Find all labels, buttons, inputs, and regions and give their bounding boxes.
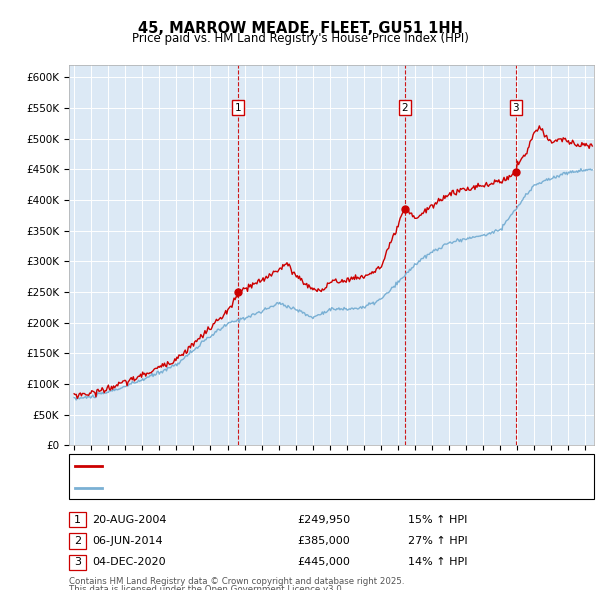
Text: 06-JUN-2014: 06-JUN-2014 xyxy=(92,536,163,546)
Text: HPI: Average price, semi-detached house, Hart: HPI: Average price, semi-detached house,… xyxy=(108,483,352,493)
Text: 27% ↑ HPI: 27% ↑ HPI xyxy=(408,536,467,546)
Text: Contains HM Land Registry data © Crown copyright and database right 2025.: Contains HM Land Registry data © Crown c… xyxy=(69,577,404,586)
Text: 20-AUG-2004: 20-AUG-2004 xyxy=(92,515,166,525)
Text: 2: 2 xyxy=(74,536,81,546)
Text: 2: 2 xyxy=(401,103,408,113)
Text: 3: 3 xyxy=(74,558,81,567)
Text: £385,000: £385,000 xyxy=(297,536,350,546)
Text: £249,950: £249,950 xyxy=(297,515,350,525)
Text: 3: 3 xyxy=(512,103,519,113)
Text: This data is licensed under the Open Government Licence v3.0.: This data is licensed under the Open Gov… xyxy=(69,585,344,590)
Text: 04-DEC-2020: 04-DEC-2020 xyxy=(92,558,166,567)
Text: 45, MARROW MEADE, FLEET, GU51 1HH: 45, MARROW MEADE, FLEET, GU51 1HH xyxy=(137,21,463,35)
Text: 45, MARROW MEADE, FLEET, GU51 1HH (semi-detached house): 45, MARROW MEADE, FLEET, GU51 1HH (semi-… xyxy=(108,461,439,471)
Text: Price paid vs. HM Land Registry's House Price Index (HPI): Price paid vs. HM Land Registry's House … xyxy=(131,32,469,45)
Text: 14% ↑ HPI: 14% ↑ HPI xyxy=(408,558,467,567)
Text: £445,000: £445,000 xyxy=(297,558,350,567)
Text: 1: 1 xyxy=(235,103,241,113)
Text: 1: 1 xyxy=(74,515,81,525)
Text: 15% ↑ HPI: 15% ↑ HPI xyxy=(408,515,467,525)
